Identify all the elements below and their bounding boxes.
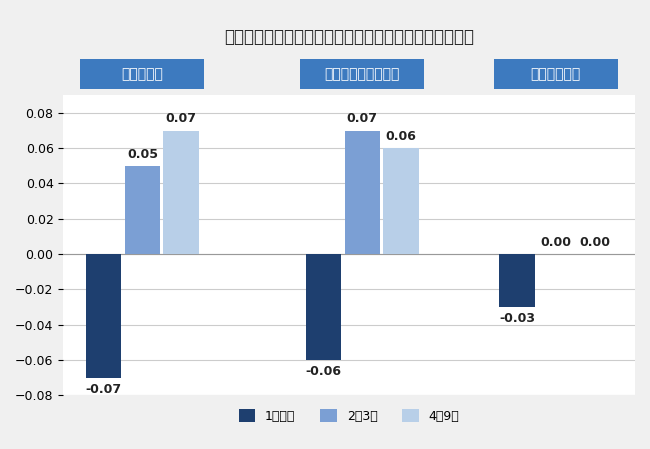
Bar (125, 166, 160, 254)
Text: -0.07: -0.07 (86, 383, 122, 396)
Title: 最初の会社のリアリティショックと就職で調べた企業数: 最初の会社のリアリティショックと就職で調べた企業数 (224, 28, 474, 46)
Bar (306, 254, 341, 360)
Text: 0.00: 0.00 (579, 236, 610, 249)
Text: -0.06: -0.06 (306, 365, 342, 379)
Text: 組織・仕事ギャップ: 組織・仕事ギャップ (324, 67, 400, 81)
Bar (344, 131, 380, 254)
Text: 0.07: 0.07 (347, 112, 378, 125)
Bar (384, 148, 419, 254)
Text: 0.00: 0.00 (540, 236, 571, 249)
Text: 人ギャップ: 人ギャップ (122, 67, 163, 81)
Text: 0.06: 0.06 (385, 130, 417, 143)
Text: -0.03: -0.03 (499, 313, 535, 326)
Text: 条件ギャップ: 条件ギャップ (530, 67, 581, 81)
Legend: 1社以下, 2〜3社, 4〜9社: 1社以下, 2〜3社, 4〜9社 (234, 405, 464, 428)
FancyBboxPatch shape (300, 59, 424, 89)
Bar (86, 254, 122, 378)
FancyBboxPatch shape (81, 59, 204, 89)
Text: 0.05: 0.05 (127, 148, 158, 161)
Bar (163, 131, 199, 254)
Text: 0.07: 0.07 (166, 112, 196, 125)
Bar (499, 254, 535, 307)
FancyBboxPatch shape (494, 59, 618, 89)
